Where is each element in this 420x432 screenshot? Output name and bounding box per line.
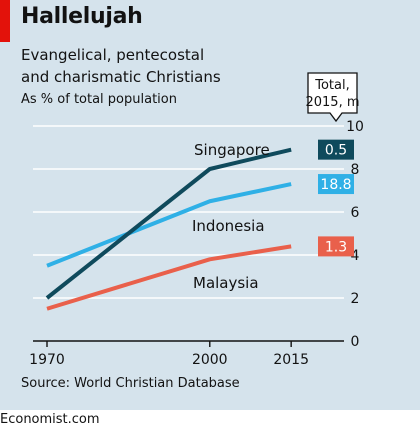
series-label-singapore: Singapore <box>194 141 270 159</box>
series-line-singapore <box>45 147 292 300</box>
total-box-malaysia <box>318 236 354 257</box>
subtitle-line-2: and charismatic Christians <box>21 68 221 86</box>
y-tick-label-4: 4 <box>351 248 360 264</box>
x-tick-label-2000: 2000 <box>192 352 228 368</box>
chart-title: Hallelujah <box>21 4 143 29</box>
series-label-indonesia: Indonesia <box>192 217 265 235</box>
y-tick-label-0: 0 <box>351 334 360 350</box>
chart-subtitle: Evangelical, pentecostal and charismatic… <box>21 44 321 88</box>
y-tick-label-10: 10 <box>346 119 364 135</box>
callout-line-2: 2015, m <box>305 95 359 110</box>
series-line-malaysia <box>46 244 292 311</box>
series-line-indonesia <box>46 182 292 268</box>
total-value-malaysia: 1.3 <box>325 239 347 255</box>
x-tick-label-2015: 2015 <box>273 352 309 368</box>
total-box-singapore <box>318 139 354 160</box>
brand-red-tag <box>0 0 10 42</box>
total-box-indonesia <box>318 174 354 195</box>
y-axis-unit-label: As % of total population <box>21 92 177 107</box>
source-note: Source: World Christian Database <box>21 376 240 391</box>
subtitle-line-1: Evangelical, pentecostal <box>21 46 205 64</box>
callout-line-1: Total, <box>314 78 350 93</box>
x-tick-label-1970: 1970 <box>29 352 65 368</box>
line-chart: 0 2 4 6 8 10 1970 2000 2015 Singapore Indonesia Mal… <box>29 72 364 368</box>
total-value-singapore: 0.5 <box>325 143 347 159</box>
total-value-indonesia: 18.8 <box>320 177 351 193</box>
series-label-malaysia: Malaysia <box>193 274 259 292</box>
callout-box <box>307 72 358 123</box>
y-tick-label-2: 2 <box>351 291 360 307</box>
y-tick-label-8: 8 <box>351 162 360 178</box>
y-tick-label-6: 6 <box>351 205 360 221</box>
footer-credit: Economist.com <box>0 412 100 427</box>
